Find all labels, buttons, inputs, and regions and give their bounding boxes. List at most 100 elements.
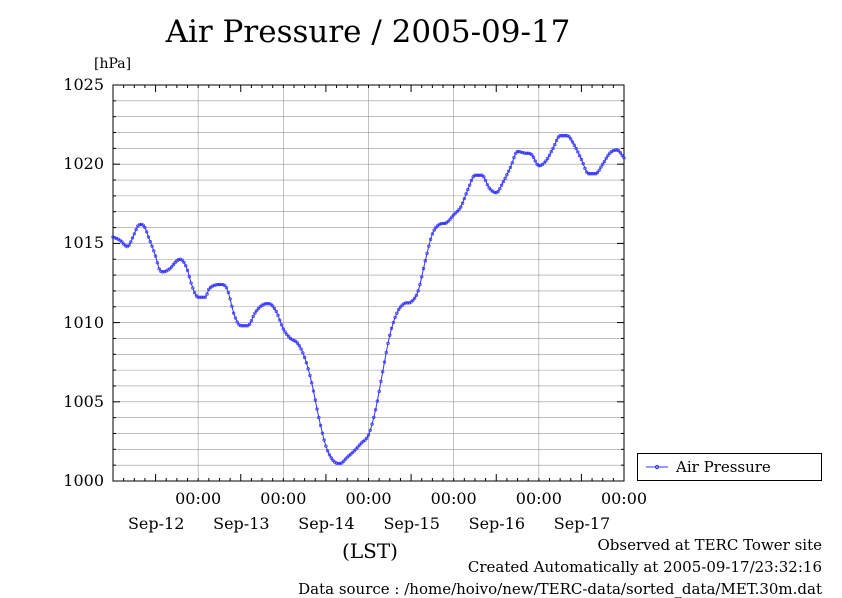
data-point xyxy=(278,318,282,322)
data-point xyxy=(448,217,452,221)
data-point xyxy=(118,238,122,242)
data-point xyxy=(457,207,461,212)
data-point xyxy=(558,134,562,138)
data-point xyxy=(153,254,158,258)
data-point xyxy=(388,333,392,337)
data-point xyxy=(462,196,466,201)
data-point xyxy=(244,324,248,328)
data-point xyxy=(201,295,206,299)
x-tick-time-label: 00:00 xyxy=(515,489,562,508)
data-point xyxy=(247,322,252,326)
data-point xyxy=(297,344,301,348)
data-point xyxy=(242,324,246,328)
data-point xyxy=(498,187,502,191)
data-point xyxy=(256,306,261,311)
data-point xyxy=(514,151,518,155)
x-axis-label: (LST) xyxy=(342,539,398,563)
data-point xyxy=(467,183,472,187)
data-point xyxy=(450,215,454,219)
data-point xyxy=(428,237,433,241)
data-point xyxy=(216,283,220,287)
data-point xyxy=(404,301,408,305)
data-point xyxy=(324,444,328,448)
data-point xyxy=(207,287,211,291)
data-point xyxy=(196,295,200,299)
y-tick-label: 1025 xyxy=(63,75,104,94)
data-point xyxy=(553,142,557,147)
data-point xyxy=(469,178,474,183)
data-point xyxy=(320,431,325,435)
data-point xyxy=(420,275,424,279)
data-point xyxy=(311,389,316,393)
data-point xyxy=(185,268,190,272)
data-point xyxy=(198,295,202,299)
data-point xyxy=(356,445,360,449)
data-point xyxy=(271,304,275,308)
data-point xyxy=(295,341,300,345)
data-point xyxy=(554,138,559,143)
data-point xyxy=(560,134,564,138)
data-point xyxy=(563,134,568,138)
data-point xyxy=(389,326,394,331)
data-point xyxy=(299,347,303,351)
x-tick-time-label: 00:00 xyxy=(175,489,222,508)
x-tick-date-label: Sep-13 xyxy=(213,514,270,533)
x-tick-time-label: 00:00 xyxy=(430,489,477,508)
data-point xyxy=(569,137,573,141)
series-markers xyxy=(111,134,626,466)
data-point xyxy=(141,223,145,227)
data-point xyxy=(354,447,358,451)
data-point xyxy=(430,232,435,236)
data-point xyxy=(306,367,310,371)
data-point xyxy=(205,292,209,296)
data-point xyxy=(127,243,131,247)
data-point xyxy=(572,143,576,147)
data-point xyxy=(287,334,291,339)
data-point xyxy=(483,178,488,183)
data-point xyxy=(189,281,193,285)
data-point xyxy=(294,339,298,344)
data-point xyxy=(452,213,456,217)
data-point xyxy=(397,307,401,312)
data-point xyxy=(381,370,385,374)
data-point xyxy=(120,240,124,244)
data-point xyxy=(161,270,165,274)
data-point xyxy=(370,422,374,426)
y-tick-label: 1020 xyxy=(63,154,104,174)
data-point xyxy=(375,399,380,403)
data-point xyxy=(230,304,234,308)
data-point xyxy=(269,302,273,306)
data-point xyxy=(159,269,163,273)
data-point xyxy=(366,433,371,437)
x-tick-time-label: 00:00 xyxy=(600,489,648,508)
data-point xyxy=(274,309,278,314)
data-point xyxy=(235,320,239,324)
data-point xyxy=(409,300,413,304)
data-point xyxy=(393,315,397,320)
data-point xyxy=(176,258,181,262)
data-point xyxy=(443,221,447,226)
data-point xyxy=(405,301,410,305)
data-point xyxy=(283,330,287,334)
data-point xyxy=(574,146,578,151)
data-point xyxy=(402,301,406,306)
data-point xyxy=(391,320,395,325)
x-tick-time-label: 00:00 xyxy=(260,489,307,508)
data-point xyxy=(150,244,154,248)
data-point xyxy=(272,306,277,311)
data-point xyxy=(439,221,443,226)
data-point xyxy=(425,251,429,256)
legend-swatch xyxy=(646,464,668,470)
data-point xyxy=(583,166,587,171)
data-point xyxy=(200,295,204,299)
data-point xyxy=(492,190,497,195)
data-point xyxy=(267,301,271,306)
data-point xyxy=(329,456,333,460)
data-point xyxy=(398,305,403,309)
series-line-air-pressure xyxy=(112,135,625,465)
data-point xyxy=(544,159,548,163)
data-point xyxy=(145,230,149,234)
data-point xyxy=(434,225,438,230)
data-point xyxy=(395,311,399,315)
